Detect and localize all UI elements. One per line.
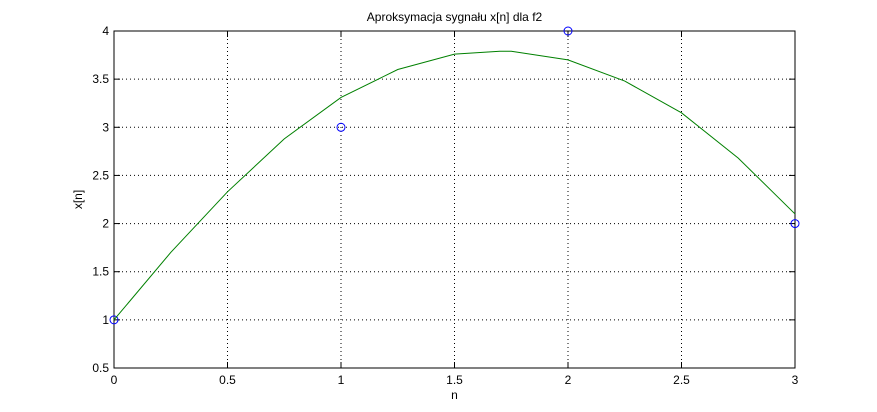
- y-tick-label: 3.5: [92, 72, 109, 86]
- data-point-marker: [563, 26, 573, 36]
- x-axis-label: n: [451, 388, 458, 402]
- data-point-marker: [336, 122, 346, 132]
- x-tick-label: 3: [792, 373, 799, 387]
- y-tick-label: 1.5: [92, 265, 109, 279]
- axis-ticks: [113, 30, 796, 369]
- y-axis-label: x[n]: [71, 190, 85, 209]
- y-tick-label: 2: [102, 217, 109, 231]
- x-tick-label: 1.5: [446, 373, 463, 387]
- y-tick-label: 2.5: [92, 168, 109, 182]
- x-tick-label: 2.5: [673, 373, 690, 387]
- x-tick-label: 2: [565, 373, 572, 387]
- data-point-marker: [109, 315, 119, 325]
- y-tick-label: 4: [102, 24, 109, 38]
- approximation-curve: [113, 50, 796, 321]
- data-point-marker: [790, 219, 800, 229]
- y-tick-label: 3: [102, 120, 109, 134]
- grid-lines: [114, 31, 795, 368]
- plot-series: [109, 26, 800, 325]
- y-tick-label: 0.5: [92, 361, 109, 375]
- x-tick-label: 1: [338, 373, 345, 387]
- tick-labels: 0 0.5 1 1.5 2 2.5 30.511.522.533.54: [92, 24, 798, 387]
- x-tick-label: 0.5: [219, 373, 236, 387]
- y-tick-label: 1: [102, 313, 109, 327]
- chart-title: Aproksymacja sygnału x[n] dla f2: [367, 10, 543, 24]
- x-tick-label: 0: [111, 373, 118, 387]
